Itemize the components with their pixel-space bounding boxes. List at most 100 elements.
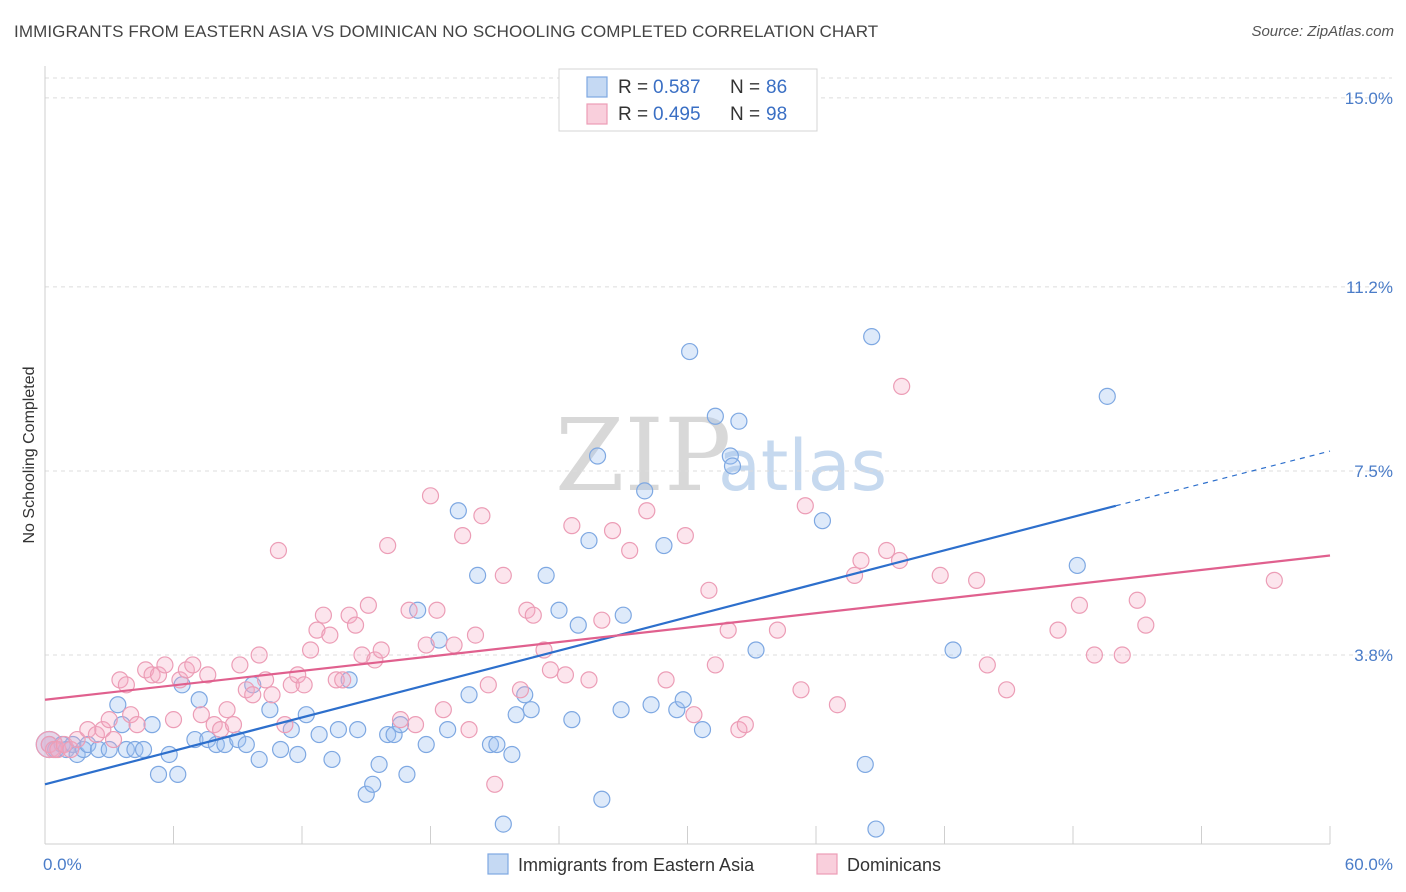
pink-point-62 [460, 720, 478, 739]
blue-point-32 [289, 745, 307, 764]
pink-point-36 [276, 716, 294, 734]
trendlines [44, 450, 1331, 786]
pink-point-57 [421, 487, 440, 505]
pink-point-28 [224, 716, 243, 734]
pink-point-27 [218, 701, 236, 719]
pink-point-51 [372, 641, 390, 659]
pink-point-46 [340, 606, 358, 624]
pink-point-77 [603, 522, 622, 540]
pink-point-65 [479, 676, 497, 694]
pink-point-45 [334, 671, 352, 689]
blue-point-76 [706, 407, 724, 425]
bottom-legend-label-blue: Immigrants from Eastern Asia [518, 855, 755, 875]
blue-point-74 [681, 342, 699, 361]
blue-point-35 [323, 750, 341, 769]
blue-point-16 [149, 765, 168, 783]
trendline-pink [44, 554, 1331, 701]
blue-point-42 [379, 725, 397, 744]
pink-point-97 [931, 566, 949, 585]
pink-point-53 [391, 711, 410, 729]
pink-point-22 [184, 656, 202, 674]
blue-point-40 [364, 775, 382, 793]
pink-point-90 [796, 497, 814, 515]
blue-point-56 [503, 745, 521, 764]
pink-point-41 [308, 621, 326, 639]
pink-point-43 [321, 626, 339, 644]
pink-point-61 [454, 527, 472, 545]
pink-point-81 [676, 527, 694, 545]
pink-point-66 [486, 775, 504, 793]
pink-point-82 [685, 706, 703, 724]
legend-n-label-pink: N = [730, 104, 760, 125]
pink-point-32 [250, 646, 268, 664]
chart-title: IMMIGRANTS FROM EASTERN ASIA VS DOMINICA… [14, 22, 879, 41]
pink-point-59 [434, 701, 452, 719]
blue-point-73 [674, 691, 692, 709]
blue-point-67 [612, 701, 630, 719]
blue-point-81 [813, 512, 832, 530]
legend-r-label-blue: R = [618, 77, 648, 98]
blue-point-59 [522, 701, 540, 719]
blue-point-18 [169, 765, 187, 783]
blue-point-68 [614, 606, 632, 624]
pink-point-99 [978, 656, 996, 674]
pink-point-74 [563, 517, 581, 535]
blue-point-83 [867, 820, 885, 838]
pink-point-49 [359, 596, 377, 614]
pink-point-78 [621, 541, 639, 560]
legend-r-value-pink: 0.495 [653, 104, 701, 125]
series-dominicans [35, 377, 1283, 793]
blue-point-47 [417, 735, 435, 754]
pink-point-37 [282, 676, 300, 694]
pink-point-102 [1070, 596, 1089, 614]
tick-labels: 3.8% 7.5% 11.2% 15.0% 0.0% 60.0% [43, 89, 1393, 874]
pink-point-cluster [35, 730, 63, 759]
pink-point-13 [122, 706, 140, 724]
legend-r-label-pink: R = [618, 104, 648, 125]
blue-point-63 [569, 616, 587, 634]
pink-point-93 [852, 551, 870, 570]
series-legend: Immigrants from Eastern Asia Dominicans [487, 853, 941, 875]
blue-point-41 [370, 755, 388, 774]
source-label: Source: ZipAtlas.com [1251, 23, 1394, 40]
blue-point-15 [143, 716, 161, 734]
pink-point-83 [700, 581, 718, 599]
blue-point-49 [439, 720, 457, 739]
pink-point-23 [192, 706, 210, 724]
pink-point-89 [792, 681, 810, 699]
pink-point-9 [100, 711, 118, 729]
blue-point-9 [100, 740, 118, 759]
pink-point-47 [346, 616, 365, 634]
correlation-legend: R = 0.587 N = 86 R = 0.495 N = 98 [558, 68, 818, 132]
legend-n-value-pink: 98 [766, 104, 787, 125]
pink-point-10 [104, 730, 123, 749]
legend-r-value-blue: 0.587 [653, 77, 701, 98]
blue-point-43 [385, 725, 403, 744]
blue-point-10 [109, 696, 127, 714]
bottom-legend-swatch-blue [487, 853, 509, 875]
blue-point-30 [271, 740, 290, 759]
pink-point-35 [269, 541, 288, 560]
pink-point-107 [1265, 571, 1283, 589]
blue-point-85 [944, 641, 962, 659]
blue-point-62 [563, 711, 581, 729]
blue-point-60 [537, 566, 555, 585]
pink-point-24 [199, 666, 217, 684]
blue-point-45 [398, 765, 416, 783]
legend-n-value-blue: 86 [766, 77, 787, 98]
pink-point-44 [327, 671, 345, 689]
pink-point-4 [62, 740, 80, 759]
blue-point-55 [494, 815, 512, 833]
bottom-legend-label-pink: Dominicans [847, 855, 941, 875]
blue-point-51 [460, 686, 478, 704]
blue-point-64 [580, 531, 598, 550]
axes [44, 66, 1331, 845]
blue-point-78 [723, 457, 742, 475]
pink-point-18 [156, 656, 174, 674]
pink-point-104 [1113, 646, 1131, 664]
pink-point-31 [244, 686, 262, 704]
pink-point-68 [511, 681, 530, 699]
bottom-legend-swatch-pink [816, 853, 838, 875]
pink-point-101 [1049, 621, 1067, 639]
pink-point-17 [149, 666, 168, 684]
